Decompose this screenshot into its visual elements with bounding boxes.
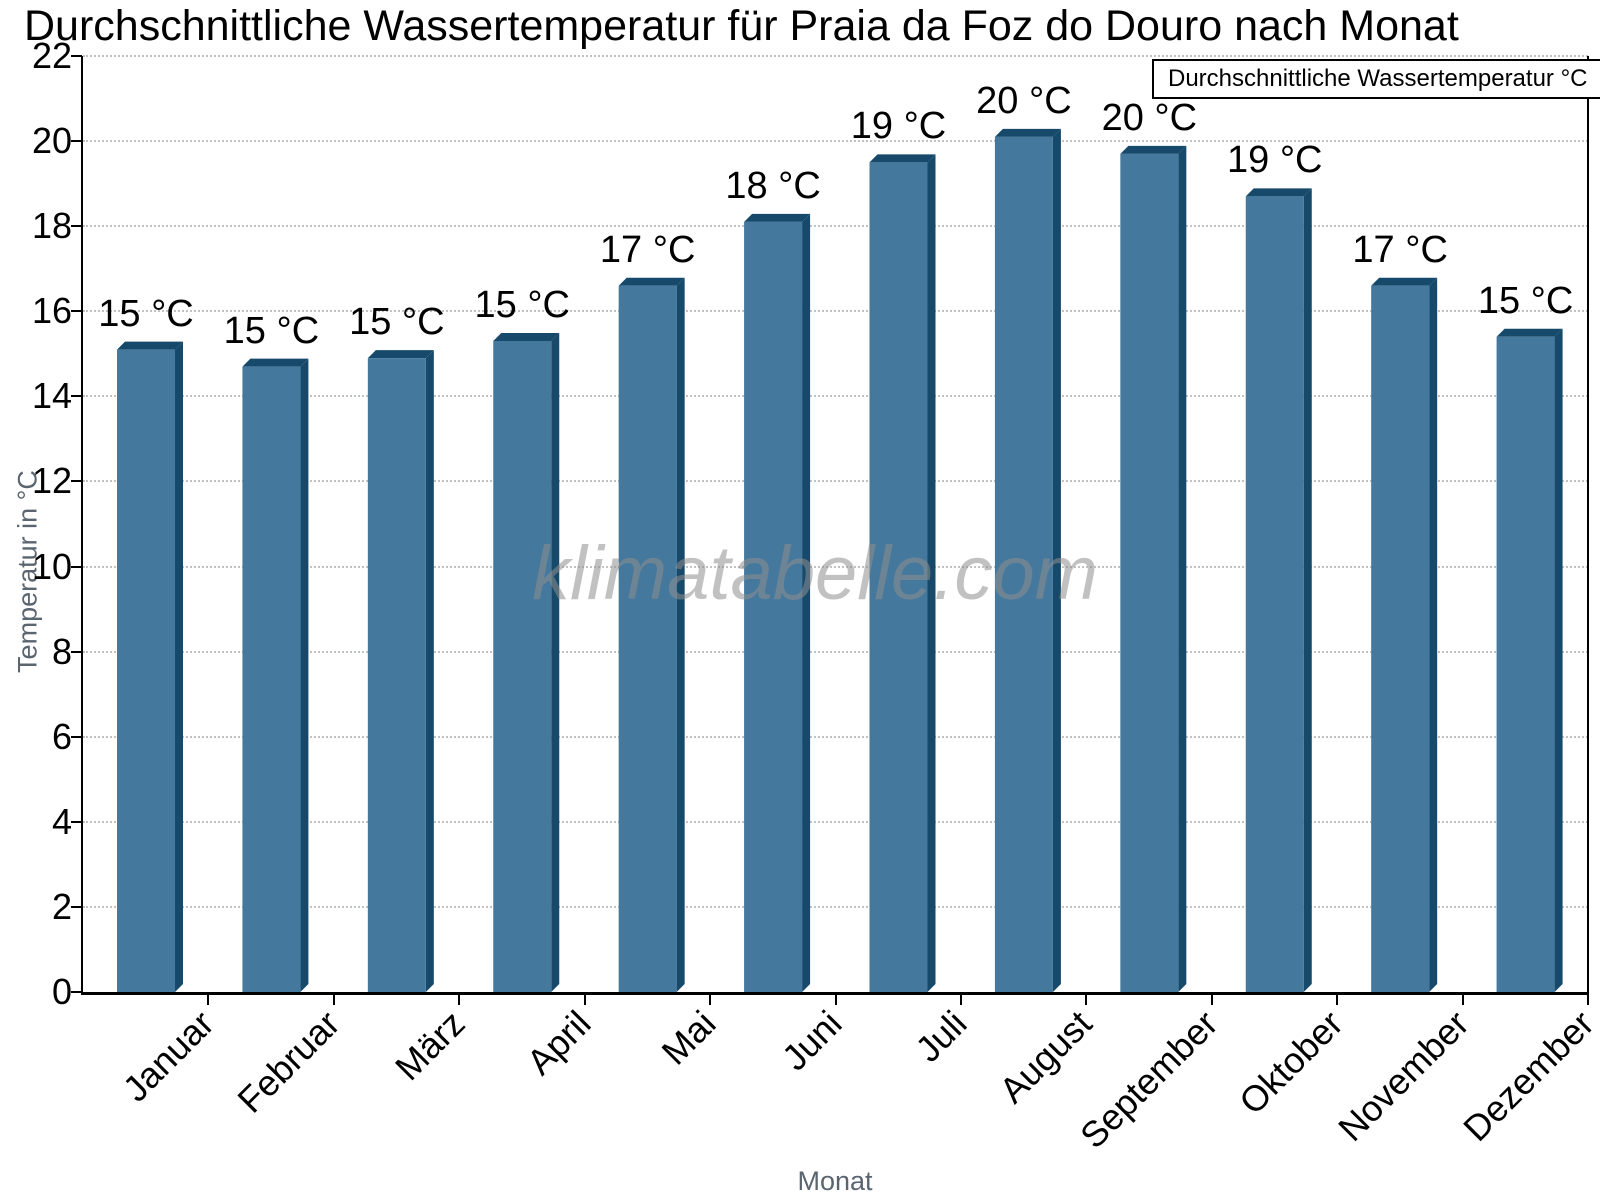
- x-tick-mark: [1336, 992, 1339, 1005]
- bar-september: [1120, 145, 1187, 992]
- bar-value-label: 17 °C: [599, 228, 696, 271]
- plot-right-border: [1587, 56, 1589, 992]
- gridline: [83, 310, 1588, 313]
- x-tick-mark: [207, 992, 210, 1005]
- bar-märz: [367, 350, 434, 992]
- y-tick-label: 14: [31, 375, 72, 417]
- gridline: [83, 650, 1588, 653]
- x-tick-mark: [1085, 992, 1088, 1005]
- gridline: [83, 565, 1588, 568]
- y-tick-label: 4: [51, 800, 72, 842]
- bar-juli: [869, 154, 936, 992]
- x-tick-mark: [1210, 992, 1213, 1005]
- y-tick-mark: [71, 225, 82, 228]
- bar-oktober: [1245, 188, 1312, 992]
- gridline: [83, 820, 1588, 823]
- y-tick-mark: [71, 310, 82, 313]
- gridline: [83, 395, 1588, 398]
- legend-label: Durchschnittliche Wassertemperatur °C: [1168, 65, 1588, 92]
- x-tick-mark: [834, 992, 837, 1005]
- x-tick-mark: [709, 992, 712, 1005]
- y-tick-mark: [71, 140, 82, 143]
- bar-januar: [117, 341, 183, 993]
- y-tick-label: 20: [31, 120, 72, 162]
- x-axis-title: Monat: [797, 1166, 873, 1196]
- bar-mai: [618, 277, 685, 992]
- y-tick-mark: [71, 55, 82, 57]
- gridline: [83, 905, 1588, 908]
- bar-april: [493, 333, 560, 992]
- y-tick-mark: [71, 905, 82, 908]
- bar-value-label: 15 °C: [98, 292, 194, 335]
- bar-juni: [744, 213, 811, 993]
- x-tick-mark: [959, 992, 962, 1005]
- bar-value-label: 15 °C: [349, 301, 445, 344]
- bar-value-label: 17 °C: [1352, 228, 1448, 271]
- y-tick-label: 10: [31, 545, 72, 587]
- y-tick-label: 2: [51, 885, 72, 927]
- y-tick-label: 8: [51, 630, 72, 672]
- x-tick-mark: [458, 992, 461, 1005]
- y-tick-mark: [71, 991, 82, 993]
- x-tick-mark: [1461, 992, 1464, 1005]
- y-tick-mark: [71, 735, 82, 738]
- gridline: [83, 55, 1588, 57]
- bar-value-label: 19 °C: [850, 105, 947, 148]
- x-tick-mark: [332, 992, 335, 1005]
- bar-value-label: 18 °C: [725, 164, 821, 207]
- y-tick-mark: [71, 650, 82, 653]
- bar-dezember: [1496, 328, 1563, 992]
- y-tick-label: 6: [51, 715, 72, 757]
- y-tick-label: 0: [51, 971, 72, 1012]
- legend: Durchschnittliche Wassertemperatur °C: [1152, 59, 1600, 99]
- y-tick-label: 12: [31, 460, 72, 502]
- gridline: [83, 480, 1588, 483]
- x-tick-mark: [583, 992, 586, 1005]
- x-axis-line: [81, 992, 1589, 995]
- bar-value-label: 20 °C: [976, 79, 1072, 122]
- y-tick-label: 22: [31, 35, 72, 76]
- bar-value-label: 15 °C: [474, 284, 570, 327]
- y-tick-mark: [71, 820, 82, 823]
- chart-title: Durchschnittliche Wassertemperatur für P…: [24, 2, 1459, 50]
- y-tick-label: 18: [31, 205, 72, 247]
- gridline: [83, 735, 1588, 738]
- bar-value-label: 15 °C: [1477, 279, 1574, 322]
- y-tick-mark: [71, 480, 82, 483]
- watermark: klimatabelle.com: [532, 531, 1098, 616]
- bar-value-label: 19 °C: [1227, 139, 1323, 182]
- y-axis-line: [81, 56, 83, 992]
- bar-februar: [242, 358, 309, 993]
- bar-november: [1371, 277, 1438, 992]
- bar-value-label: 20 °C: [1101, 96, 1198, 139]
- y-tick-mark: [71, 395, 82, 398]
- x-tick-mark: [1587, 992, 1589, 1005]
- bar-value-label: 15 °C: [223, 309, 320, 352]
- gridline: [83, 140, 1588, 143]
- y-tick-label: 16: [31, 290, 72, 332]
- y-tick-mark: [71, 565, 82, 568]
- gridline: [83, 225, 1588, 228]
- bar-august: [994, 128, 1061, 992]
